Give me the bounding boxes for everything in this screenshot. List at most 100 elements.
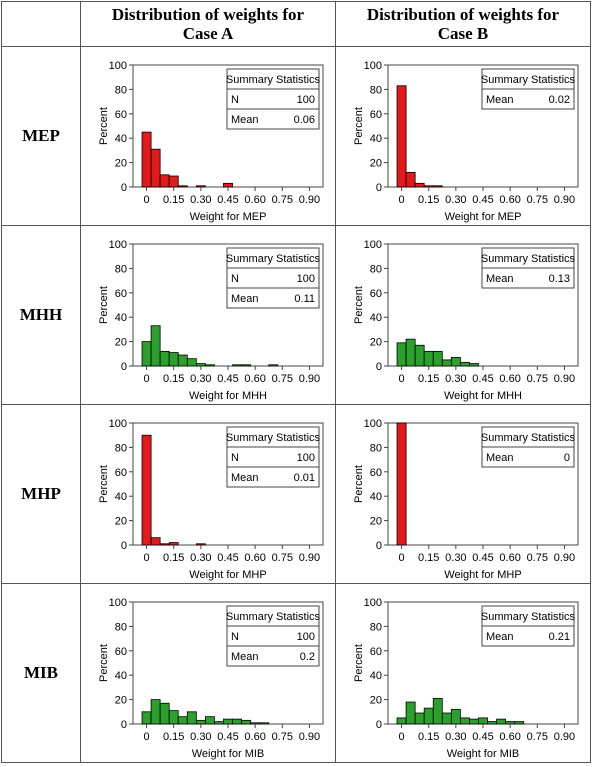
histogram-bar <box>250 722 261 725</box>
x-axis-label: Weight for MIB <box>192 748 265 760</box>
x-tick-label: 0.30 <box>445 373 466 385</box>
histogram-bar <box>159 174 170 188</box>
y-tick-label: 40 <box>370 133 382 145</box>
histogram-chart: 0 20 40 60 80 100 0 0.15 0.30 0.45 0.60 0.75 0.90 Wei… <box>353 60 579 223</box>
histogram-bar <box>405 171 416 188</box>
x-axis-label: Weight for MHH <box>189 390 267 402</box>
x-tick-label: 0.30 <box>190 731 211 743</box>
x-tick-label: 0.15 <box>163 552 184 564</box>
x-tick-label: 0.30 <box>190 194 211 206</box>
x-tick-label: 0 <box>399 373 405 385</box>
histogram-bar <box>186 358 197 367</box>
summary-stats-box <box>226 247 320 309</box>
chart-cell: 0 20 40 60 80 100 0 0.15 0.30 0.45 0.60 0.75 0.90 Wei… <box>335 583 591 763</box>
x-tick-label: 0.30 <box>190 373 211 385</box>
y-tick-label: 0 <box>376 540 382 552</box>
summary-stats-title: Summary Statistics <box>226 74 321 86</box>
x-tick-label: 0.60 <box>499 552 520 564</box>
histogram-bar <box>195 185 206 188</box>
histogram-bar <box>159 702 170 725</box>
y-tick-label: 40 <box>115 312 127 324</box>
y-tick-label: 0 <box>121 540 127 552</box>
y-tick-label: 0 <box>121 361 127 373</box>
y-axis-label: Percent <box>98 465 110 503</box>
summary-stats-title: Summary Statistics <box>481 432 576 444</box>
header-case-b-text: Distribution of weights for Case B <box>366 5 560 43</box>
histogram-bar <box>168 542 179 546</box>
y-tick-label: 100 <box>109 597 127 609</box>
x-tick-label: 0 <box>144 194 150 206</box>
summary-stat-label: Mean <box>231 651 259 663</box>
histogram-bar <box>414 712 425 725</box>
histogram-bar <box>232 364 242 367</box>
summary-stat-value: 0.06 <box>294 114 315 126</box>
corner-cell <box>1 1 81 47</box>
x-tick-label: 0 <box>144 552 150 564</box>
y-tick-label: 40 <box>370 312 382 324</box>
y-tick-label: 60 <box>115 646 127 658</box>
summary-stats-title: Summary Statistics <box>481 74 576 86</box>
histogram-bar <box>186 711 197 725</box>
chart-cell: 0 20 40 60 80 100 0 0.15 0.30 0.45 0.60 0.75 0.90 Wei… <box>80 225 336 405</box>
histogram-bar <box>141 341 152 367</box>
y-tick-label: 20 <box>370 158 382 170</box>
histogram-bar <box>150 148 161 188</box>
y-tick-label: 100 <box>364 60 382 72</box>
summary-stat-value: 0.21 <box>549 631 570 643</box>
histogram-bar <box>423 185 434 188</box>
x-axis-label: Weight for MIB <box>447 748 520 760</box>
y-axis-label: Percent <box>353 644 365 682</box>
histogram-bar <box>450 357 461 367</box>
summary-stat-label: Mean <box>231 472 259 484</box>
x-tick-label: 0.90 <box>554 194 575 206</box>
x-tick-label: 0.15 <box>163 731 184 743</box>
histogram-chart: 0 20 40 60 80 100 0 0.15 0.30 0.45 0.60 0.75 0.90 Wei… <box>98 418 324 581</box>
summary-stat-label: Mean <box>486 631 514 643</box>
x-tick-label: 0.90 <box>554 373 575 385</box>
x-tick-label: 0.75 <box>527 552 548 564</box>
histogram-bar <box>150 325 161 367</box>
x-tick-label: 0 <box>399 194 405 206</box>
histogram-bar <box>168 175 179 188</box>
x-axis-label: Weight for MHH <box>444 390 522 402</box>
x-tick-label: 0.15 <box>163 194 184 206</box>
y-tick-label: 60 <box>115 467 127 479</box>
y-tick-label: 100 <box>109 239 127 251</box>
y-tick-label: 0 <box>376 361 382 373</box>
histogram-bar <box>214 721 224 725</box>
y-tick-label: 0 <box>121 182 127 194</box>
summary-stat-value: 0.13 <box>549 273 570 285</box>
histogram-bar <box>195 543 206 546</box>
summary-stat-value: 0.2 <box>300 651 315 663</box>
row-label-mep: MEP <box>1 46 81 226</box>
row-label-mib: MIB <box>1 583 81 763</box>
summary-stat-label: Mean <box>231 293 259 305</box>
histogram-bar <box>396 342 407 367</box>
histogram-bar <box>450 708 461 725</box>
x-tick-label: 0.75 <box>272 194 293 206</box>
chart-cell: 0 20 40 60 80 100 0 0.15 0.30 0.45 0.60 0.75 0.90 Wei… <box>80 46 336 226</box>
y-tick-label: 60 <box>115 288 127 300</box>
x-tick-label: 0.60 <box>244 552 265 564</box>
chart-cell: 0 20 40 60 80 100 0 0.15 0.30 0.45 0.60 0.75 0.90 Wei… <box>335 404 591 584</box>
x-axis-label: Weight for MHP <box>444 569 521 581</box>
y-tick-label: 20 <box>115 158 127 170</box>
y-tick-label: 60 <box>370 109 382 121</box>
y-tick-label: 60 <box>370 646 382 658</box>
x-tick-label: 0 <box>399 731 405 743</box>
histogram-bar <box>241 719 252 725</box>
y-tick-label: 20 <box>115 516 127 528</box>
x-tick-label: 0.90 <box>299 731 320 743</box>
x-tick-label: 0.45 <box>217 552 238 564</box>
y-axis-label: Percent <box>353 107 365 145</box>
chart-cell: 0 20 40 60 80 100 0 0.15 0.30 0.45 0.60 0.75 0.90 Wei… <box>80 583 336 763</box>
summary-stats-title: Summary Statistics <box>226 253 321 265</box>
y-tick-label: 60 <box>115 109 127 121</box>
histogram-bar <box>396 85 407 188</box>
x-tick-label: 0.45 <box>472 373 493 385</box>
histogram-bar <box>414 182 425 188</box>
y-tick-label: 40 <box>115 133 127 145</box>
x-tick-label: 0.15 <box>418 552 439 564</box>
histogram-bar <box>405 338 416 367</box>
histogram-bar <box>396 422 407 546</box>
